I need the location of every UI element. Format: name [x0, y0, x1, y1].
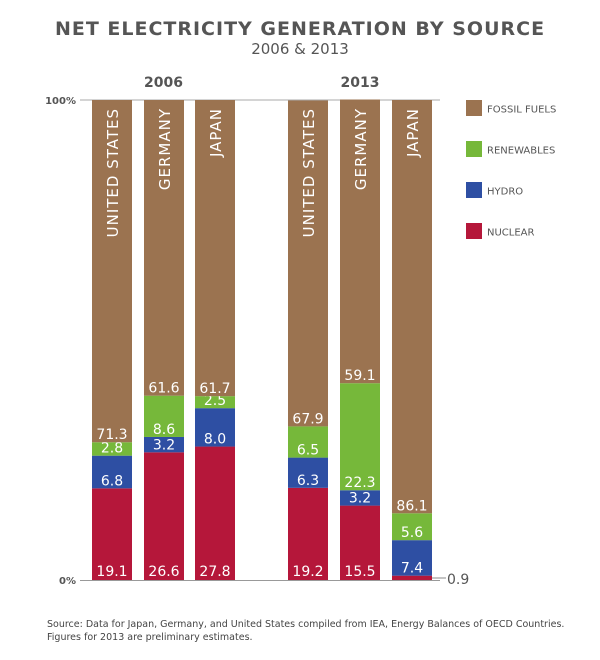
- bar-segment-renewables: [340, 383, 380, 491]
- bar-segment-renewables: [195, 396, 235, 409]
- bar-segment-hydro: [288, 457, 328, 488]
- bar-segment-hydro: [340, 490, 380, 506]
- data-label: 61.6: [148, 381, 179, 397]
- legend-label-nuclear: NUCLEAR: [487, 228, 535, 239]
- legend-label-renewables: RENEWABLES: [487, 146, 555, 157]
- data-label: 22.3: [344, 475, 375, 491]
- data-label: 7.4: [401, 561, 423, 577]
- bar-category-label: JAPAN: [207, 108, 225, 158]
- bar-segment-fossil-fuels: [392, 100, 432, 514]
- data-label: 86.1: [396, 498, 427, 514]
- data-label: 61.7: [199, 381, 230, 397]
- bar-category-label: UNITED STATES: [104, 108, 122, 237]
- bar-category-label: GERMANY: [156, 108, 174, 190]
- bar-segment-fossil-fuels: [92, 100, 132, 443]
- data-label: 5.6: [401, 525, 423, 541]
- bar-segment-hydro: [392, 540, 432, 576]
- data-label: 6.5: [297, 443, 319, 459]
- bar-segment-nuclear: [92, 488, 132, 580]
- y-tick-label-0: 0%: [59, 576, 76, 587]
- bar-segment-fossil-fuels: [144, 100, 184, 396]
- data-label: 19.2: [292, 564, 323, 580]
- chart-title: NET ELECTRICITY GENERATION BY SOURCE: [54, 18, 546, 40]
- annotation-label: 0.9: [447, 572, 469, 588]
- bar-segment-fossil-fuels: [340, 99, 380, 384]
- group-label-2006: 2006: [144, 75, 183, 91]
- data-label: 15.5: [344, 564, 375, 580]
- bar-segment-renewables: [144, 395, 184, 437]
- data-label: 3.2: [153, 437, 175, 453]
- bar-segment-hydro: [92, 455, 132, 489]
- data-label: 8.6: [153, 422, 175, 438]
- bar-segment-nuclear: [195, 446, 235, 580]
- chart-subtitle: 2006 & 2013: [251, 40, 349, 58]
- bar-category-label: JAPAN: [404, 108, 422, 158]
- data-label: 6.3: [297, 473, 319, 489]
- group-label-2013: 2013: [341, 75, 380, 91]
- legend-swatch-fossil-fuels: [466, 100, 482, 116]
- data-label: 19.1: [96, 564, 127, 580]
- bar-segment-nuclear: [340, 505, 380, 580]
- data-label: 67.9: [292, 411, 323, 427]
- data-label: 3.2: [349, 491, 371, 507]
- data-label: 6.8: [101, 473, 123, 489]
- source-line-1: Source: Data for Japan, Germany, and Uni…: [47, 619, 565, 630]
- bar-segment-hydro: [144, 436, 184, 453]
- bar-segment-fossil-fuels: [195, 100, 235, 397]
- source-note: Source: Data for Japan, Germany, and Uni…: [47, 618, 587, 644]
- legend-label-hydro: HYDRO: [487, 187, 523, 198]
- data-label: 71.3: [96, 427, 127, 443]
- source-line-2: Figures for 2013 are preliminary estimat…: [47, 632, 253, 643]
- data-label: 2.8: [101, 441, 123, 457]
- y-tick-label-100: 100%: [45, 96, 76, 107]
- legend-swatch-hydro: [466, 182, 482, 198]
- data-label: 8.0: [204, 432, 226, 448]
- data-label: 2.5: [204, 393, 226, 409]
- data-label: 59.1: [344, 368, 375, 384]
- bar-category-label: UNITED STATES: [300, 108, 318, 237]
- legend-swatch-nuclear: [466, 223, 482, 239]
- bar-segment-nuclear: [288, 487, 328, 580]
- bar-segment-renewables: [392, 513, 432, 541]
- bar-segment-hydro: [195, 408, 235, 447]
- legend-label-fossil-fuels: FOSSIL FUELS: [487, 105, 556, 116]
- data-label: 27.8: [199, 564, 230, 580]
- bar-segment-renewables: [92, 442, 132, 456]
- bar-segment-renewables: [288, 426, 328, 458]
- legend-swatch-renewables: [466, 141, 482, 157]
- bar-segment-nuclear: [392, 575, 432, 580]
- bar-segment-fossil-fuels: [288, 100, 328, 427]
- bar-category-label: GERMANY: [352, 108, 370, 190]
- data-label: 26.6: [148, 564, 179, 580]
- bar-segment-nuclear: [144, 452, 184, 580]
